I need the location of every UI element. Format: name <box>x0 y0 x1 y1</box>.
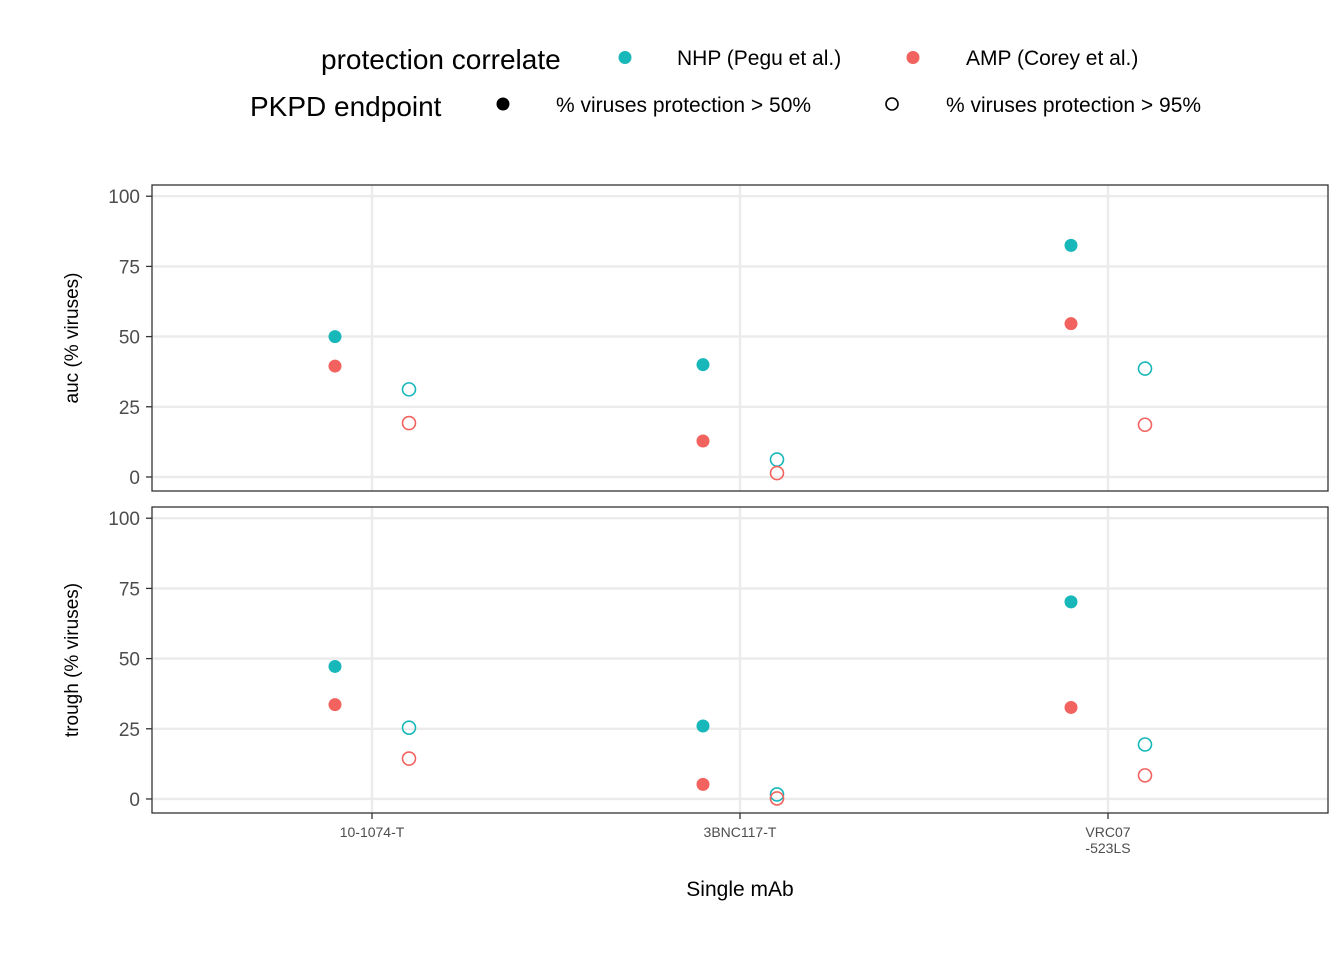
panel-trough: 0 25 50 75 100 trough (% viruses) <box>62 506 1329 814</box>
data-point <box>328 659 342 673</box>
data-point <box>1137 361 1153 376</box>
y-tick-label: 50 <box>119 328 140 349</box>
data-point <box>401 751 417 766</box>
legend-open-circle-key <box>885 97 899 111</box>
y-tick-label: 75 <box>119 579 140 600</box>
data-point <box>696 777 710 791</box>
x-tick-label: 10-1074-T <box>340 824 405 840</box>
data-point <box>1064 595 1078 609</box>
y-tick-label: 75 <box>119 257 140 278</box>
data-point <box>769 787 785 802</box>
data-point <box>401 415 417 431</box>
legend-amp-label: AMP (Corey et al.) <box>966 47 1138 70</box>
data-point <box>1064 317 1078 331</box>
y-tick-label: 25 <box>119 720 140 741</box>
legend-filled-circle-label: % viruses protection > 50% <box>556 94 811 117</box>
legend-nhp-label: NHP (Pegu et al.) <box>677 47 841 70</box>
data-point <box>1064 700 1078 714</box>
y-tick-label: 50 <box>119 650 140 671</box>
legend: protection correlate NHP (Pegu et al.) A… <box>250 44 1201 122</box>
data-point <box>328 330 342 344</box>
y-axis-title: auc (% viruses) <box>62 273 83 404</box>
y-tick-label: 100 <box>108 187 140 208</box>
legend-color-title: protection correlate <box>321 44 561 75</box>
data-point <box>328 698 342 712</box>
y-tick-label: 25 <box>119 398 140 419</box>
legend-shape-title: PKPD endpoint <box>250 91 442 122</box>
y-tick-label: 100 <box>108 509 140 530</box>
panel-border <box>151 184 1329 492</box>
data-point <box>1137 737 1153 752</box>
x-tick-label: VRC07 -523LS <box>1085 824 1130 856</box>
data-point <box>696 719 710 733</box>
y-axis-title: trough (% viruses) <box>62 583 83 737</box>
legend-open-circle-label: % viruses protection > 95% <box>946 94 1201 117</box>
data-point <box>769 465 785 481</box>
x-tick-label: 3BNC117-T <box>704 824 777 840</box>
panel-auc: 0 25 50 75 100 auc (% viruses) <box>62 184 1329 492</box>
data-point <box>1137 417 1153 433</box>
x-axis-title: Single mAb <box>686 878 793 901</box>
legend-nhp-key <box>618 51 632 64</box>
data-point <box>769 791 785 806</box>
data-point <box>401 720 417 735</box>
legend-filled-circle-key <box>496 97 510 111</box>
data-point <box>328 359 342 373</box>
y-tick-label: 0 <box>129 790 140 811</box>
data-point <box>1137 768 1153 783</box>
data-point <box>696 434 710 448</box>
x-axis: 10-1074-T 3BNC117-T VRC07 -523LS <box>340 813 1131 856</box>
data-point <box>696 358 710 372</box>
legend-amp-key <box>906 51 920 64</box>
data-point <box>401 382 417 397</box>
data-point <box>1064 238 1078 252</box>
panels: 0 25 50 75 100 auc (% viruses) 0 25 50 75 100 troug… <box>62 184 1329 814</box>
y-tick-label: 0 <box>129 468 140 489</box>
